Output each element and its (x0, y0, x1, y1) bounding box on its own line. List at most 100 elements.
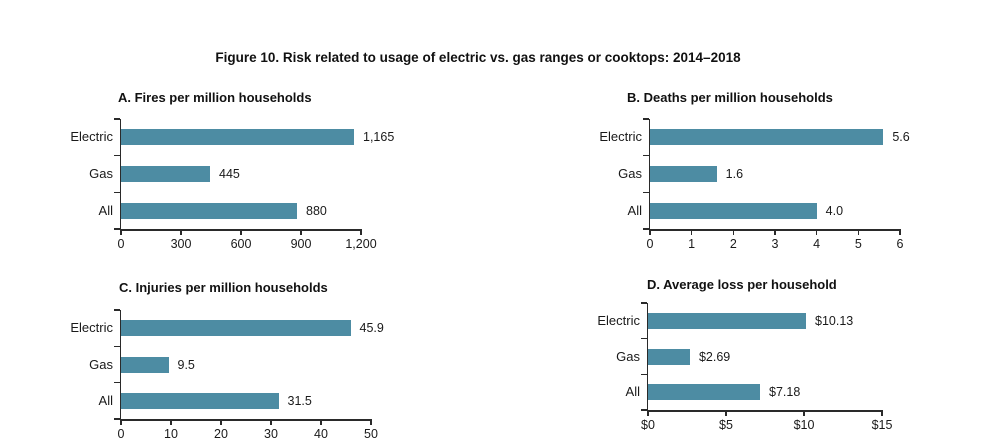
panel-d-x-tick-mark (725, 410, 727, 416)
panel-a-x-tick-label: 0 (117, 237, 125, 251)
panel-c-x-tick-label: 0 (117, 427, 125, 441)
panel-c-x-tick-mark (220, 419, 222, 425)
panel-c-y-tick-mark (114, 309, 120, 311)
panel-d-x-tick-mark (647, 410, 649, 416)
panel-a-value-label-all: 880 (306, 203, 327, 218)
panel-b-value-label-gas: 1.6 (725, 167, 744, 181)
panel-a-x-tick-label: 300 (170, 237, 192, 251)
panel-a-value-label-electric: 1,165 (363, 130, 395, 145)
panel-c-x-tick-mark (120, 419, 122, 425)
figure-title: Figure 10. Risk related to usage of elec… (215, 50, 741, 65)
panel-a-x-tick-label: 900 (290, 237, 312, 251)
panel-b-x-tick-label: 1 (688, 237, 696, 251)
panel-a-bar-all (121, 202, 297, 219)
panel-a-x-tick-mark (180, 229, 182, 235)
panel-d-category-label-all: All (625, 384, 640, 400)
panel-d-x-tick-mark (803, 410, 805, 416)
panel-d-y-tick-mark (641, 409, 647, 411)
panel-b-x-tick-mark (649, 229, 651, 235)
panel-b-y-tick-mark (643, 228, 649, 230)
panel-c-x-axis-line (119, 419, 372, 421)
panel-a-x-tick-mark (360, 229, 362, 235)
panel-d-x-axis-line (646, 410, 883, 412)
panel-b-value-label-all: 4.0 (825, 203, 844, 218)
panel-c-title: C. Injuries per million households (119, 280, 328, 295)
panel-c-x-tick-mark (270, 419, 272, 425)
panel-d-y-tick-mark (641, 373, 647, 376)
panel-d-x-tick-label: $0 (641, 418, 655, 432)
panel-c-x-tick-mark (320, 419, 322, 425)
panel-c-bar-all (121, 392, 279, 409)
panel-a-category-label-electric: Electric (70, 129, 113, 145)
panel-b-x-tick-mark (774, 229, 776, 235)
panel-c-category-label-all: All (98, 392, 113, 408)
panel-b-x-tick-label: 2 (729, 237, 737, 251)
panel-b-x-tick-label: 4 (813, 237, 821, 251)
panel-c-x-tick-label: 20 (214, 427, 228, 441)
panel-d-value-label-gas: $2.69 (698, 349, 731, 364)
panel-a-y-tick-mark (114, 154, 120, 157)
panel-c-category-label-electric: Electric (70, 320, 113, 336)
panel-c-y-tick-mark (114, 345, 120, 348)
panel-d-category-label-gas: Gas (616, 348, 640, 364)
panel-d-x-tick-label: $5 (719, 418, 733, 432)
panel-c-bar-gas (121, 356, 169, 373)
panel-c-y-tick-mark (114, 381, 120, 384)
panel-a-title: A. Fires per million households (118, 90, 312, 105)
panel-b-category-label-gas: Gas (618, 166, 642, 181)
panel-a-x-tick-label: 1,200 (345, 237, 377, 251)
panel-d-bar-electric (648, 312, 807, 329)
panel-d-x-tick-label: $10 (793, 418, 815, 432)
panel-c-y-tick-mark (114, 418, 120, 420)
panel-c-y-axis-line (119, 309, 121, 421)
panel-c-x-tick-mark (170, 419, 172, 425)
panel-d-y-axis-line (646, 302, 648, 412)
panel-b-bar-electric (650, 129, 884, 146)
panel-b-category-label-all: All (627, 202, 642, 218)
panel-b-x-tick-label: 5 (854, 237, 862, 251)
panel-d-value-label-electric: $10.13 (815, 313, 854, 328)
panel-b-x-tick-label: 0 (646, 237, 654, 251)
panel-b-x-tick-mark (815, 229, 818, 235)
panel-d-bar-all (648, 384, 760, 401)
panel-d-y-tick-mark (641, 337, 647, 340)
panel-d-title: D. Average loss per household (647, 277, 837, 292)
panel-c-x-tick-label: 40 (314, 427, 328, 441)
panel-a-y-tick-mark (114, 228, 120, 230)
panel-a-category-label-gas: Gas (89, 166, 113, 181)
panel-b-y-tick-mark (643, 154, 649, 157)
panel-b-y-axis-line (648, 118, 650, 231)
panel-a-y-tick-mark (114, 191, 120, 194)
panel-c-bar-electric (121, 320, 351, 337)
panel-c-value-label-all: 31.5 (287, 393, 312, 408)
panel-d-y-tick-mark (641, 302, 647, 304)
panel-d-bar-gas (648, 348, 690, 365)
panel-d-x-tick-label: $15 (871, 418, 893, 432)
panel-b-x-tick-mark (732, 229, 735, 235)
panel-c-value-label-electric: 45.9 (359, 321, 384, 336)
panel-a-bar-electric (121, 129, 354, 146)
panel-c-value-label-gas: 9.5 (177, 357, 195, 372)
panel-a-category-label-all: All (98, 202, 113, 218)
panel-a-x-tick-label: 600 (230, 237, 252, 251)
panel-b-x-tick-mark (690, 229, 693, 235)
panel-a-bar-gas (121, 166, 210, 182)
panel-b-x-tick-mark (857, 229, 860, 235)
panel-b-x-tick-label: 6 (896, 237, 904, 251)
panel-a-x-tick-mark (120, 229, 122, 235)
panel-c-x-tick-label: 50 (364, 427, 378, 441)
panel-b-x-tick-label: 3 (771, 237, 779, 251)
panel-c-x-tick-label: 10 (164, 427, 178, 441)
panel-a-value-label-gas: 445 (219, 167, 240, 181)
panel-b-category-label-electric: Electric (599, 129, 642, 145)
panel-c-x-tick-label: 30 (264, 427, 278, 441)
panel-a-y-tick-mark (114, 118, 120, 120)
panel-b-x-tick-mark (899, 229, 901, 235)
panel-a-x-tick-mark (240, 229, 242, 235)
panel-a-y-axis-line (119, 118, 121, 231)
panel-c-category-label-gas: Gas (89, 356, 113, 372)
panel-b-y-tick-mark (643, 191, 649, 194)
panel-a-x-tick-mark (300, 229, 302, 235)
panel-d-x-tick-mark (881, 410, 883, 416)
